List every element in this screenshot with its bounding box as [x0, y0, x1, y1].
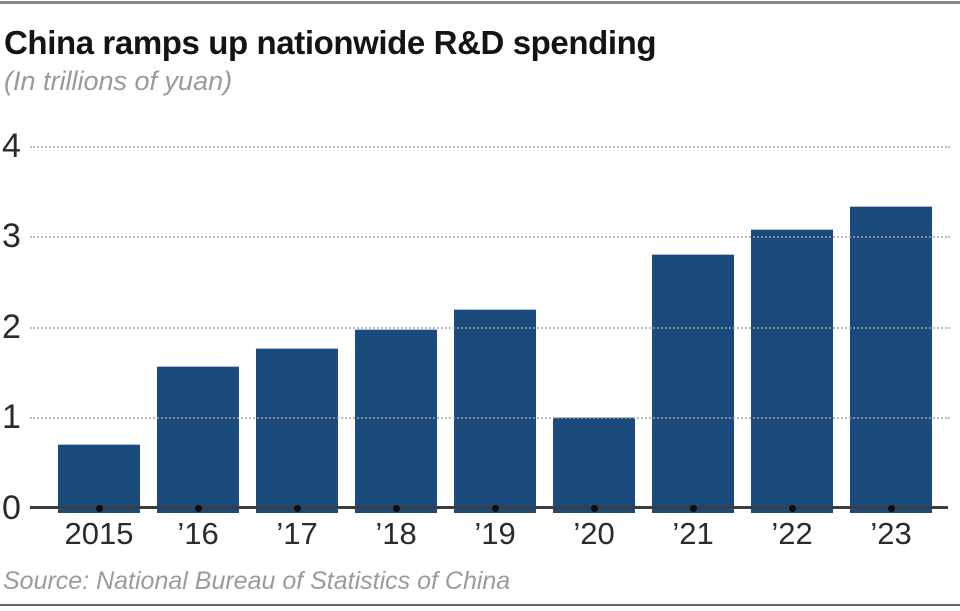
- x-axis-baseline: [30, 506, 948, 509]
- x-axis-tick-dot-17: [293, 505, 301, 512]
- chart-subtitle: (In trillions of yuan): [4, 66, 233, 96]
- y-axis-label-2: 2: [2, 307, 21, 346]
- bar-18: [355, 329, 437, 513]
- gridline-1: [30, 417, 950, 420]
- x-axis-tick-dot-2015: [95, 505, 103, 512]
- x-axis-label-19: ’19: [474, 516, 516, 551]
- gridline-2: [30, 326, 950, 329]
- x-axis-tick-dot-21: [689, 505, 697, 512]
- x-axis-label-23: ’23: [870, 516, 912, 551]
- x-axis-label-2015: 2015: [64, 516, 134, 551]
- chart-title: China ramps up nationwide R&D spending: [4, 24, 657, 61]
- bar-16: [157, 366, 239, 513]
- y-axis-label-4: 4: [2, 126, 21, 165]
- x-axis-tick-dot-22: [788, 505, 796, 512]
- source-caption: Source: National Bureau of Statistics of…: [3, 567, 511, 595]
- y-axis-label-1: 1: [2, 398, 21, 437]
- x-axis-tick-dot-20: [590, 505, 598, 512]
- x-axis-label-17: ’17: [276, 516, 318, 551]
- y-axis-label-0: 0: [2, 488, 21, 527]
- x-axis-tick-dot-16: [194, 505, 202, 512]
- gridline-3: [30, 236, 950, 239]
- bar-22: [751, 229, 833, 513]
- x-axis-tick-dot-23: [887, 505, 895, 512]
- bar-23: [850, 206, 932, 513]
- top-rule: [0, 1, 960, 4]
- bar-20: [553, 417, 635, 513]
- y-axis-label-3: 3: [2, 217, 21, 256]
- bottom-rule: [0, 604, 960, 606]
- bar-2015: [58, 444, 140, 513]
- bar-17: [256, 348, 338, 513]
- x-axis-tick-dot-18: [392, 505, 400, 512]
- x-axis-label-18: ’18: [375, 516, 417, 551]
- gridline-4: [30, 145, 950, 148]
- x-axis-label-20: ’20: [573, 516, 615, 551]
- x-axis-label-22: ’22: [771, 516, 813, 551]
- x-axis-label-21: ’21: [672, 516, 714, 551]
- x-axis-label-16: ’16: [177, 516, 219, 551]
- bar-19: [454, 308, 536, 513]
- bar-21: [652, 254, 734, 513]
- x-axis-tick-dot-19: [491, 505, 499, 512]
